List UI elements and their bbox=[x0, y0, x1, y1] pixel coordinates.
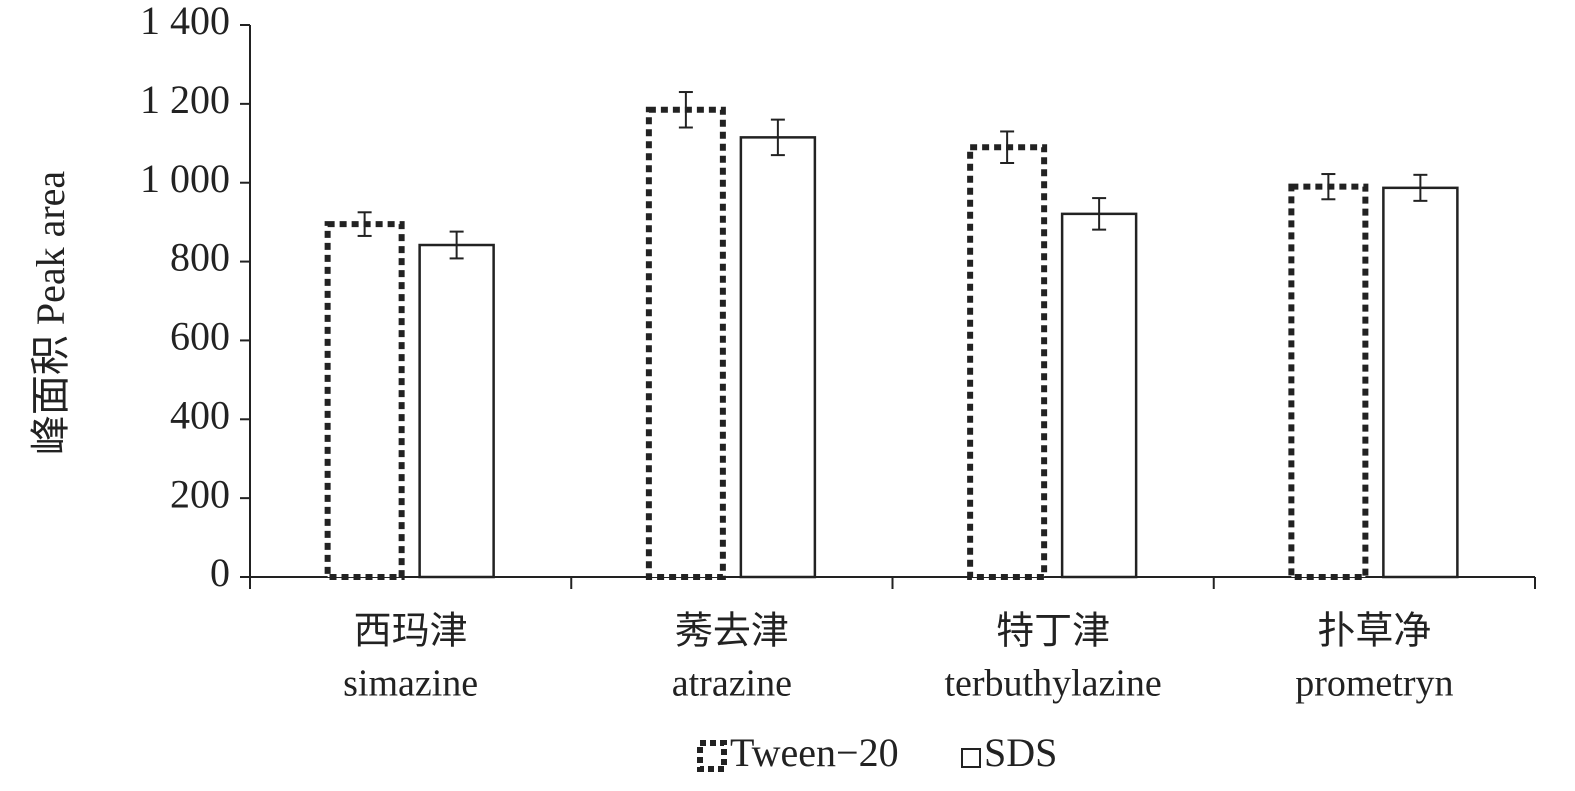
x-tick-label-cn: 特丁津 bbox=[996, 611, 1110, 653]
x-tick-label: atrazine bbox=[672, 663, 792, 705]
x-tick-label: terbuthylazine bbox=[944, 663, 1161, 705]
x-tick-label: simazine bbox=[343, 663, 478, 705]
bar bbox=[1382, 186, 1459, 579]
error-bar bbox=[678, 91, 693, 129]
legend-label: SDS bbox=[984, 730, 1057, 775]
error-bar bbox=[770, 118, 785, 157]
legend-label: Tween−20 bbox=[730, 730, 899, 775]
x-tick-label-cn: 西玛津 bbox=[354, 611, 468, 653]
error-bar bbox=[1092, 197, 1107, 231]
legend-swatch bbox=[961, 748, 981, 768]
error-bar bbox=[449, 230, 464, 260]
x-tick-label-cn: 扑草净 bbox=[1317, 611, 1431, 653]
legend-swatch bbox=[697, 740, 727, 772]
y-axis-label: 峰面积 Peak area bbox=[28, 171, 73, 456]
bar bbox=[418, 243, 495, 579]
x-tick-label-cn: 莠去津 bbox=[675, 611, 789, 653]
bar bbox=[645, 106, 726, 581]
y-tick-label: 600 bbox=[170, 314, 230, 359]
bar bbox=[967, 144, 1048, 580]
y-tick-label: 400 bbox=[170, 392, 230, 437]
y-tick-label: 1 400 bbox=[140, 0, 230, 43]
x-tick-label: prometryn bbox=[1295, 663, 1453, 705]
bar bbox=[1060, 212, 1138, 579]
error-bar bbox=[357, 211, 372, 237]
y-tick-label: 200 bbox=[170, 471, 230, 516]
bar bbox=[1288, 183, 1369, 581]
bar bbox=[739, 136, 817, 579]
y-tick-label: 1 000 bbox=[140, 156, 230, 201]
error-bar bbox=[1321, 173, 1336, 201]
error-bar bbox=[1413, 173, 1428, 202]
y-tick-label: 1 200 bbox=[140, 77, 230, 122]
y-tick-label: 800 bbox=[170, 235, 230, 280]
error-bar bbox=[1000, 130, 1015, 164]
y-tick-label: 0 bbox=[210, 550, 230, 595]
bar bbox=[324, 221, 405, 580]
